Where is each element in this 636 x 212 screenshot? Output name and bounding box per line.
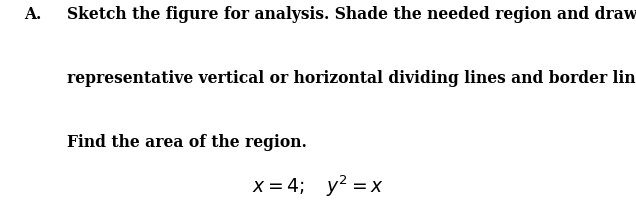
Text: $\mathit{x} = 4; \quad \mathit{y}^2 = \mathit{x}$: $\mathit{x} = 4; \quad \mathit{y}^2 = \m… [252, 174, 384, 199]
Text: Sketch the figure for analysis. Shade the needed region and draw a: Sketch the figure for analysis. Shade th… [67, 6, 636, 23]
Text: representative vertical or horizontal dividing lines and border lines.: representative vertical or horizontal di… [67, 70, 636, 87]
Text: Find the area of the region.: Find the area of the region. [67, 134, 307, 151]
Text: A.: A. [24, 6, 41, 23]
